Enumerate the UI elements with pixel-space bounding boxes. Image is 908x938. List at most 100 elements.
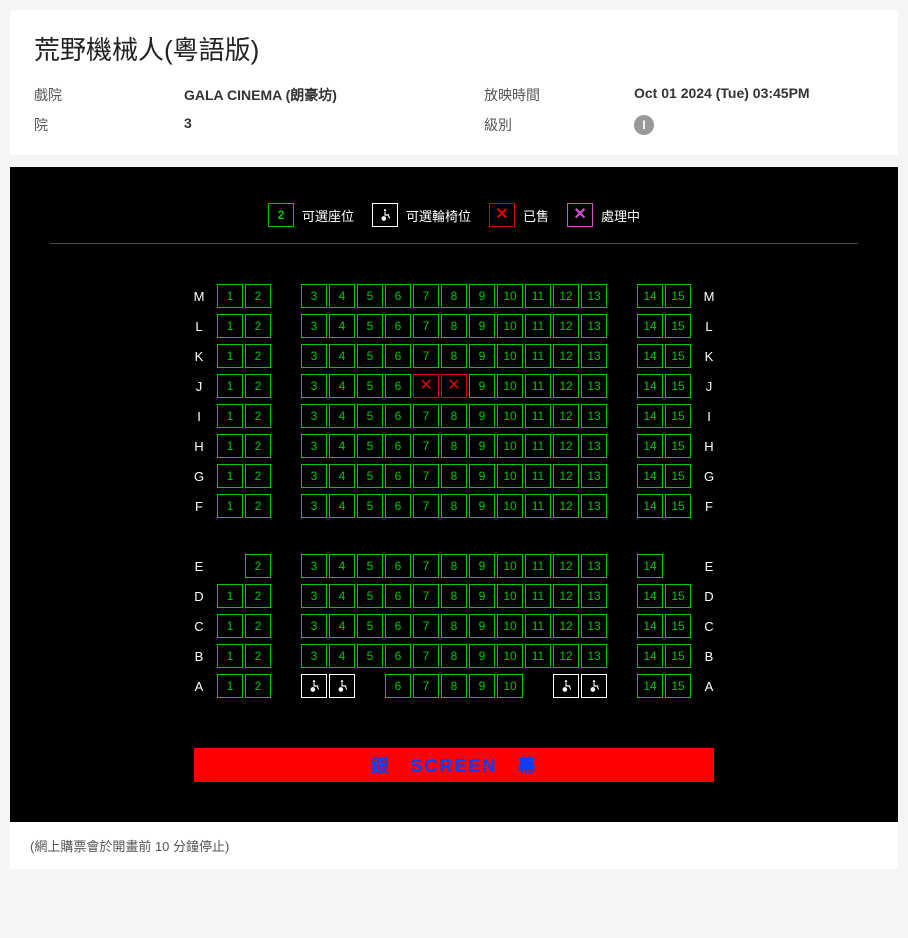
seat[interactable]: 2 [245, 404, 271, 428]
seat[interactable]: 10 [497, 554, 523, 578]
seat[interactable]: 3 [301, 374, 327, 398]
seat[interactable]: 3 [301, 284, 327, 308]
seat[interactable]: 7 [413, 284, 439, 308]
seat[interactable]: 8 [441, 584, 467, 608]
seat[interactable]: 4 [329, 614, 355, 638]
seat[interactable]: 9 [469, 644, 495, 668]
seat[interactable]: 3 [301, 554, 327, 578]
seat[interactable]: 2 [245, 344, 271, 368]
seat[interactable]: 2 [245, 644, 271, 668]
seat[interactable]: 8 [441, 404, 467, 428]
seat[interactable]: 7 [413, 584, 439, 608]
seat[interactable]: 4 [329, 374, 355, 398]
seat[interactable]: 12 [553, 404, 579, 428]
seat[interactable]: 14 [637, 404, 663, 428]
seat[interactable]: 13 [581, 614, 607, 638]
seat[interactable]: 3 [301, 644, 327, 668]
seat[interactable]: 12 [553, 614, 579, 638]
seat[interactable]: 13 [581, 284, 607, 308]
seat[interactable]: 7 [413, 614, 439, 638]
seat[interactable]: 13 [581, 434, 607, 458]
seat[interactable]: 12 [553, 644, 579, 668]
seat[interactable]: 14 [637, 614, 663, 638]
seat[interactable]: 13 [581, 584, 607, 608]
seat[interactable]: 10 [497, 434, 523, 458]
seat[interactable]: 6 [385, 644, 411, 668]
seat[interactable]: 11 [525, 494, 551, 518]
seat[interactable]: 12 [553, 554, 579, 578]
seat[interactable]: 5 [357, 584, 383, 608]
seat[interactable]: 10 [497, 644, 523, 668]
seat[interactable]: 10 [497, 374, 523, 398]
seat[interactable]: 1 [217, 644, 243, 668]
seat[interactable]: 2 [245, 434, 271, 458]
seat[interactable]: 7 [413, 314, 439, 338]
seat[interactable]: 10 [497, 494, 523, 518]
seat[interactable] [301, 674, 327, 698]
seat[interactable]: 9 [469, 614, 495, 638]
seat[interactable]: 5 [357, 644, 383, 668]
seat[interactable]: 2 [245, 554, 271, 578]
seat[interactable]: 15 [665, 374, 691, 398]
seat[interactable]: 4 [329, 314, 355, 338]
seat[interactable]: 3 [301, 464, 327, 488]
seat[interactable]: 8 [441, 464, 467, 488]
seat[interactable]: 13 [581, 644, 607, 668]
seat[interactable]: 2 [245, 314, 271, 338]
seat[interactable]: 5 [357, 284, 383, 308]
seat[interactable]: 10 [497, 314, 523, 338]
seat[interactable]: 12 [553, 374, 579, 398]
seat[interactable]: 5 [357, 434, 383, 458]
seat[interactable]: 1 [217, 374, 243, 398]
seat[interactable]: 14 [637, 284, 663, 308]
seat[interactable]: 1 [217, 404, 243, 428]
seat[interactable]: 15 [665, 494, 691, 518]
seat[interactable]: 14 [637, 584, 663, 608]
seat[interactable]: 11 [525, 584, 551, 608]
seat[interactable]: 2 [245, 464, 271, 488]
seat[interactable]: 5 [357, 344, 383, 368]
seat[interactable]: 13 [581, 344, 607, 368]
seat[interactable]: 12 [553, 344, 579, 368]
seat[interactable]: 10 [497, 584, 523, 608]
seat[interactable]: 6 [385, 614, 411, 638]
seat[interactable]: 1 [217, 464, 243, 488]
seat[interactable]: 15 [665, 674, 691, 698]
seat[interactable]: 12 [553, 494, 579, 518]
seat[interactable]: 4 [329, 464, 355, 488]
seat[interactable]: 13 [581, 374, 607, 398]
seat[interactable]: 4 [329, 404, 355, 428]
seat[interactable]: 14 [637, 374, 663, 398]
seat[interactable]: 8 [441, 494, 467, 518]
seat[interactable] [329, 674, 355, 698]
seat[interactable]: 11 [525, 434, 551, 458]
seat[interactable]: 1 [217, 314, 243, 338]
seat[interactable]: 10 [497, 614, 523, 638]
seat[interactable]: 15 [665, 434, 691, 458]
seat[interactable]: 13 [581, 494, 607, 518]
seat[interactable]: 2 [245, 674, 271, 698]
seat[interactable]: 10 [497, 404, 523, 428]
seat[interactable]: 14 [637, 314, 663, 338]
seat[interactable]: 12 [553, 284, 579, 308]
seat[interactable]: 12 [553, 584, 579, 608]
seat[interactable]: 12 [553, 314, 579, 338]
seat[interactable]: 9 [469, 584, 495, 608]
seat[interactable]: 9 [469, 554, 495, 578]
seat[interactable]: 15 [665, 614, 691, 638]
seat[interactable]: 3 [301, 344, 327, 368]
seat[interactable]: 9 [469, 674, 495, 698]
seat[interactable]: 6 [385, 464, 411, 488]
seat[interactable]: 6 [385, 554, 411, 578]
seat[interactable]: 1 [217, 434, 243, 458]
seat[interactable]: 13 [581, 464, 607, 488]
seat[interactable]: 3 [301, 584, 327, 608]
seat[interactable]: 11 [525, 464, 551, 488]
seat[interactable]: 5 [357, 554, 383, 578]
seat[interactable]: 9 [469, 284, 495, 308]
seat[interactable]: 1 [217, 614, 243, 638]
seat[interactable]: 5 [357, 494, 383, 518]
seat[interactable]: 3 [301, 614, 327, 638]
seat[interactable]: 4 [329, 644, 355, 668]
seat[interactable]: 11 [525, 284, 551, 308]
